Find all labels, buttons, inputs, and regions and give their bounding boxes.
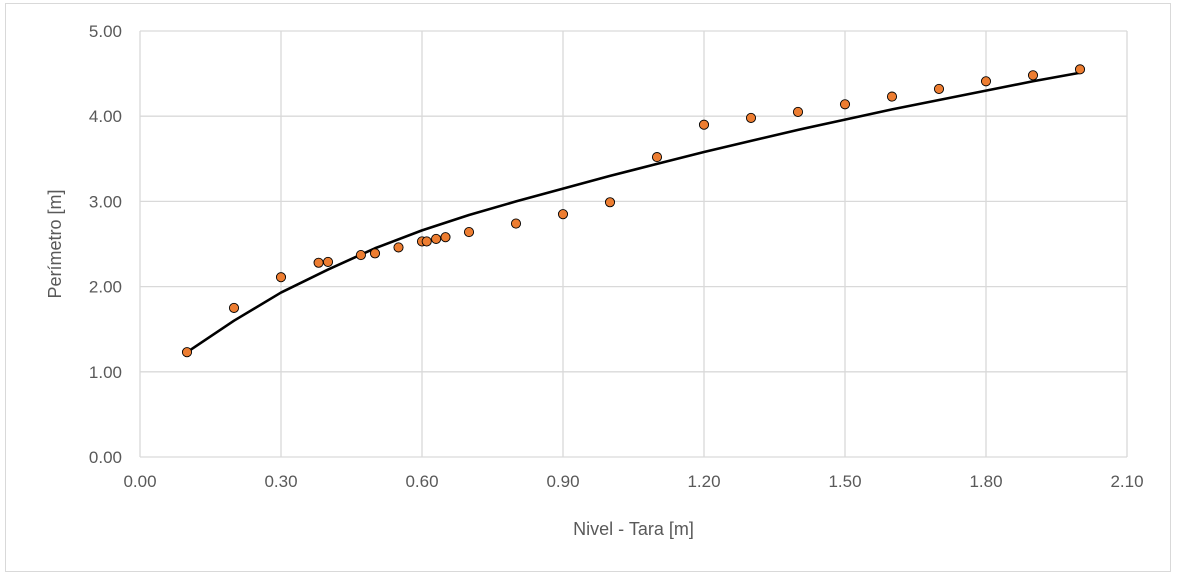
data-point (322, 256, 334, 267)
gridlines (139, 30, 1128, 458)
x-tick-label: 0.60 (405, 472, 438, 491)
data-point (369, 248, 381, 259)
x-tick-label: 1.50 (828, 472, 861, 491)
data-point (181, 347, 193, 358)
chart-area (5, 3, 1171, 572)
data-point (1027, 70, 1039, 81)
data-point (698, 119, 710, 130)
data-point (440, 232, 451, 243)
data-point (745, 112, 757, 123)
data-points (181, 64, 1086, 358)
x-tick-label: 1.80 (969, 472, 1002, 491)
y-tick-label: 3.00 (89, 192, 122, 211)
x-axis-title: Nivel - Tara [m] (573, 519, 694, 539)
data-point (313, 257, 324, 268)
data-point (839, 99, 851, 110)
data-point (510, 218, 522, 229)
data-point (228, 302, 240, 313)
y-tick-labels: 0.00 1.00 2.00 3.00 4.00 5.00 (89, 22, 122, 467)
data-point (355, 250, 366, 261)
x-tick-label: 2.10 (1110, 472, 1143, 491)
x-tick-label: 0.90 (546, 472, 579, 491)
x-tick-label: 1.20 (687, 472, 720, 491)
y-axis-title: Perímetro [m] (45, 189, 65, 298)
y-tick-label: 0.00 (89, 448, 122, 467)
x-tick-labels: 0.00 0.30 0.60 0.90 1.20 1.50 1.80 2.10 (123, 472, 1143, 491)
data-point (421, 236, 432, 247)
data-point (792, 106, 804, 117)
data-point (980, 76, 992, 87)
data-point (1074, 64, 1086, 75)
data-point (557, 209, 569, 220)
data-point (886, 91, 898, 102)
data-point (393, 242, 404, 253)
y-tick-label: 1.00 (89, 363, 122, 382)
data-point (275, 272, 287, 283)
y-tick-label: 2.00 (89, 278, 122, 297)
trendline (185, 71, 1082, 354)
y-tick-label: 5.00 (89, 22, 122, 41)
trendline-group (185, 71, 1082, 354)
data-point (463, 227, 475, 238)
data-point (933, 83, 945, 94)
y-tick-label: 4.00 (89, 107, 122, 126)
x-tick-label: 0.30 (264, 472, 297, 491)
data-point (431, 233, 442, 244)
data-point (651, 152, 663, 163)
x-tick-label: 0.00 (123, 472, 156, 491)
data-point (604, 197, 616, 208)
